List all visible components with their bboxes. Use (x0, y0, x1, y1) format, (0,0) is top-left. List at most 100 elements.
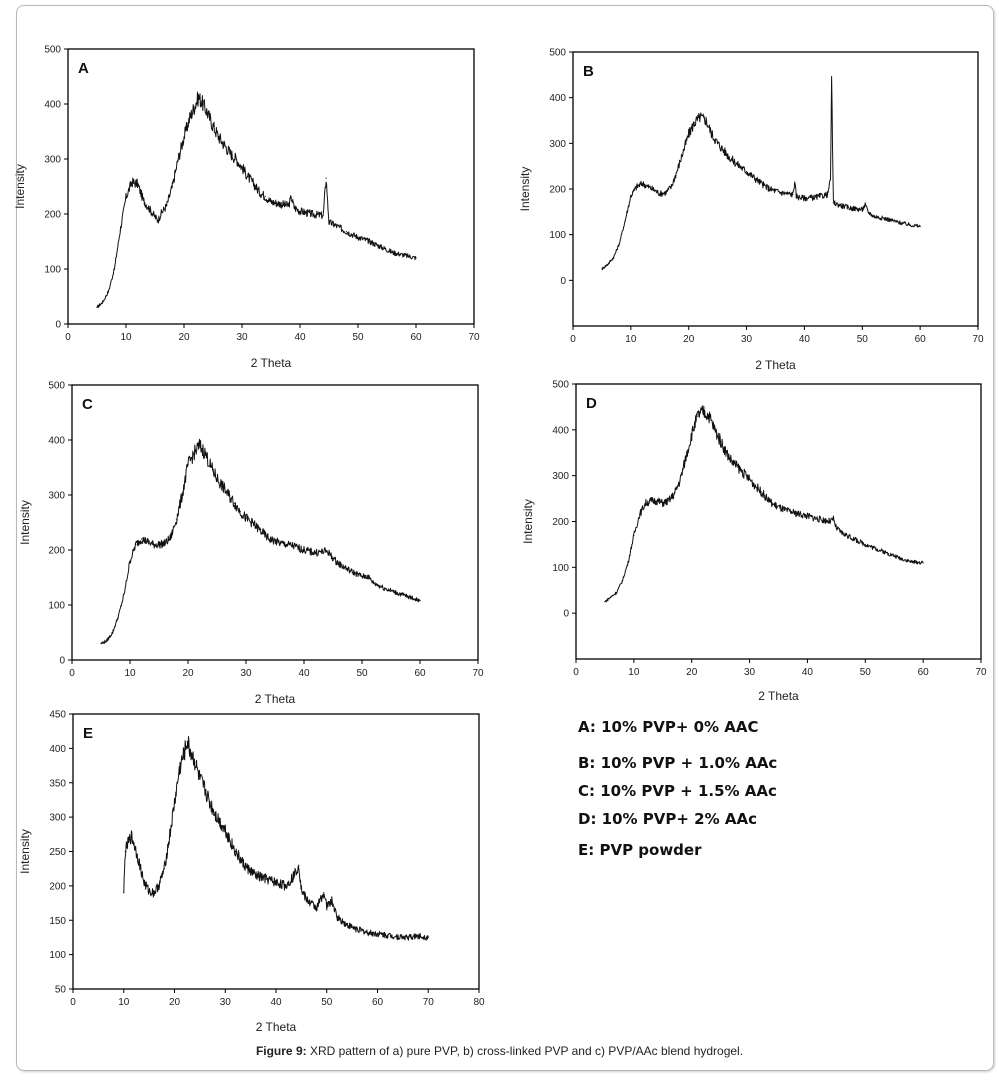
data-point (199, 778, 201, 780)
data-point (241, 166, 243, 168)
panel-letter: C (82, 396, 93, 413)
data-point (798, 196, 800, 198)
data-point (316, 907, 318, 909)
data-point (850, 207, 852, 209)
data-point (264, 195, 266, 197)
data-point (293, 874, 295, 877)
x-tick-label: 60 (410, 332, 422, 343)
legend-item-e: E: PVP powder (578, 841, 702, 859)
data-point (265, 878, 267, 880)
x-tick-label: 40 (294, 332, 306, 343)
data-point (141, 538, 143, 540)
data-point (679, 479, 681, 481)
data-point (896, 221, 898, 223)
x-tick-label: 0 (70, 997, 76, 1008)
data-point (209, 802, 211, 804)
y-tick-label: 450 (49, 710, 66, 721)
data-point (239, 859, 242, 861)
x-tick-label: 30 (240, 668, 252, 679)
data-point (234, 850, 236, 853)
data-point (699, 116, 701, 118)
data-point (795, 512, 797, 514)
data-point (786, 192, 788, 195)
y-tick-label: 500 (552, 380, 569, 391)
data-point (922, 562, 924, 564)
data-point (357, 236, 359, 238)
data-point (303, 549, 305, 551)
data-point (181, 494, 183, 496)
data-point (630, 195, 632, 197)
y-axis-title: Intensity (521, 499, 535, 544)
data-point (656, 500, 658, 502)
data-point (210, 466, 212, 469)
data-point (838, 204, 840, 206)
y-tick-label: 100 (49, 950, 66, 961)
data-point (129, 560, 131, 562)
data-point (123, 892, 125, 894)
data-point (117, 615, 119, 617)
data-point (108, 290, 110, 292)
plot-area (72, 713, 480, 990)
data-point (397, 936, 399, 938)
data-point (133, 842, 135, 844)
x-tick-label: 0 (570, 334, 576, 345)
data-point (685, 456, 687, 458)
y-tick-label: 50 (55, 985, 67, 996)
x-tick-label: 60 (414, 668, 426, 679)
data-point (818, 518, 820, 520)
data-point (276, 202, 278, 204)
data-point (763, 184, 765, 186)
x-tick-label: 50 (860, 667, 872, 678)
data-point (907, 224, 910, 226)
data-point (653, 189, 655, 191)
x-tick-label: 40 (298, 668, 310, 679)
data-point (200, 100, 202, 102)
data-point (670, 186, 672, 188)
data-point (258, 191, 260, 193)
data-point (130, 835, 132, 837)
data-point (673, 493, 675, 495)
data-point (644, 502, 647, 504)
x-tick-label: 70 (972, 334, 984, 345)
x-tick-label: 50 (857, 334, 869, 345)
data-point (326, 905, 328, 908)
data-point (876, 548, 878, 550)
data-point (291, 545, 293, 547)
data-point (696, 415, 699, 417)
data-point (102, 301, 104, 303)
data-point (194, 761, 196, 763)
data-point (218, 136, 220, 138)
data-point (772, 503, 774, 505)
x-tick-label: 20 (683, 334, 695, 345)
data-point (676, 170, 678, 172)
data-point (262, 532, 264, 535)
figure-frame (16, 5, 994, 1071)
y-tick-label: 100 (44, 265, 61, 276)
data-point (376, 933, 379, 935)
data-point (754, 485, 756, 487)
data-point (168, 837, 171, 839)
data-point (884, 218, 887, 220)
data-point (160, 213, 162, 215)
data-point (322, 215, 324, 217)
panel-letter: B (583, 63, 594, 80)
data-point (177, 158, 179, 160)
data-point (737, 466, 739, 469)
x-tick-label: 70 (423, 997, 435, 1008)
data-point (864, 204, 866, 206)
data-point (380, 246, 382, 248)
data-point (780, 192, 782, 194)
data-point (664, 192, 667, 194)
data-point (106, 640, 108, 642)
data-point (157, 220, 159, 222)
data-point (774, 190, 777, 192)
y-tick-label: 150 (49, 916, 66, 927)
x-axis-title: 2 Theta (255, 692, 296, 706)
data-point (826, 193, 829, 196)
data-point (244, 866, 247, 868)
data-point (245, 517, 247, 519)
data-point (384, 587, 386, 590)
series-line (100, 438, 421, 645)
